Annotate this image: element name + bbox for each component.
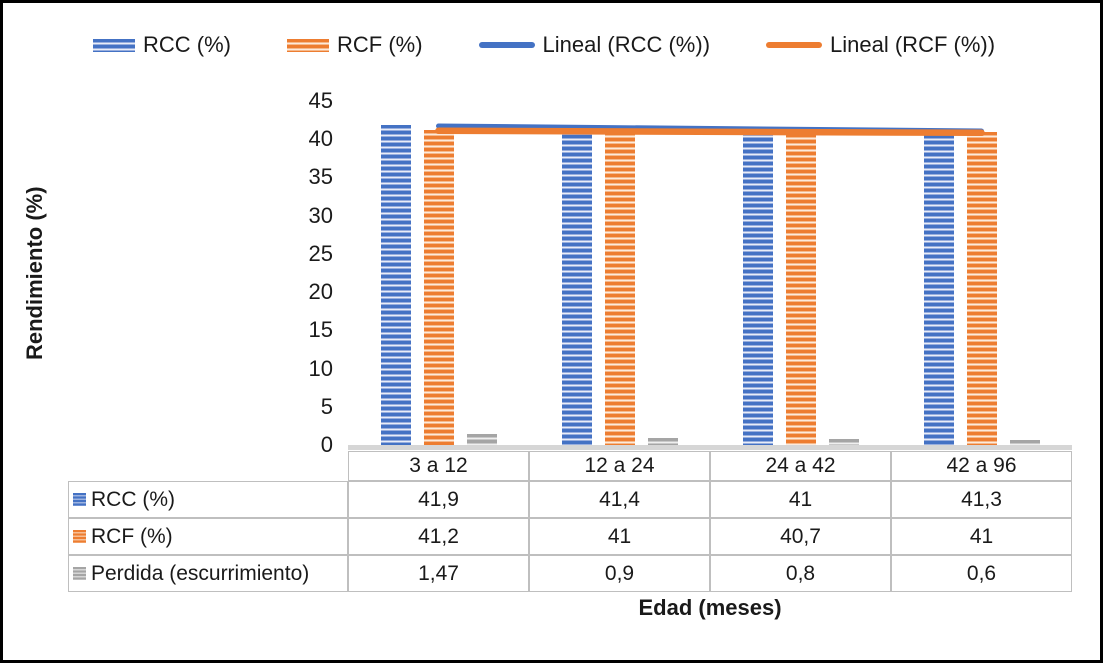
y-tick-35: 35 <box>308 164 333 190</box>
bar-rcc-2 <box>561 128 592 445</box>
category-group-2 <box>529 101 710 445</box>
rcf-value-4: 41 <box>891 518 1072 555</box>
legend-label-rcc: RCC (%) <box>143 32 231 57</box>
rcc-value-1: 41,9 <box>348 481 529 518</box>
y-tick-30: 30 <box>308 202 333 228</box>
bar-perdidaescurrimiento-2 <box>647 438 678 445</box>
legend-item-lineal-rcc: Lineal (RCC (%)) <box>478 32 711 58</box>
rcf-value-3: 40,7 <box>710 518 891 555</box>
row-label-perdida: Perdida (escurrimiento) <box>68 555 348 592</box>
legend-label-rcf: RCF (%) <box>337 32 423 57</box>
y-tick-10: 10 <box>308 355 333 381</box>
bar-rcc-4 <box>923 129 954 445</box>
rcc-bar-swatch-icon <box>93 38 135 52</box>
rcc-value-3: 41 <box>710 481 891 518</box>
bar-perdidaescurrimiento-1 <box>466 433 497 445</box>
plot-area <box>348 101 1072 450</box>
perdida-value-4: 0,6 <box>891 555 1072 592</box>
legend-item-lineal-rcf: Lineal (RCF (%)) <box>766 32 995 58</box>
perdida-table-swatch-icon <box>73 567 86 580</box>
column-header-2: 12 a 24 <box>529 451 710 481</box>
legend-item-rcf: RCF (%) <box>287 32 423 58</box>
legend-label-lineal-rcf: Lineal (RCF (%)) <box>830 32 996 57</box>
column-header-4: 42 a 96 <box>891 451 1072 481</box>
lineal-rcc-line-swatch-icon <box>478 42 535 48</box>
bar-rcf-2 <box>604 131 635 445</box>
x-axis-title: Edad (meses) <box>638 595 782 620</box>
rcc-value-2: 41,4 <box>529 481 710 518</box>
category-group-4 <box>891 101 1072 445</box>
chart-data-table: 3 a 12 12 a 24 24 a 42 42 a 96 RCC (%) 4… <box>68 451 1072 592</box>
rcc-value-4: 41,3 <box>891 481 1072 518</box>
rcf-value-2: 41 <box>529 518 710 555</box>
table-corner-cell <box>68 451 348 481</box>
row-label-rcc-text: RCC (%) <box>91 487 175 511</box>
perdida-value-2: 0,9 <box>529 555 710 592</box>
legend-label-lineal-rcc: Lineal (RCC (%)) <box>542 32 711 57</box>
bar-perdidaescurrimiento-3 <box>828 438 859 445</box>
row-label-perdida-text: Perdida (escurrimiento) <box>91 561 310 585</box>
bar-rcf-1 <box>423 130 454 445</box>
category-group-3 <box>710 101 891 445</box>
category-group-1 <box>348 101 529 445</box>
rcc-table-swatch-icon <box>73 493 86 506</box>
y-tick-15: 15 <box>308 317 333 343</box>
rcf-table-swatch-icon <box>73 530 86 543</box>
row-label-rcf-text: RCF (%) <box>91 524 173 548</box>
bar-rcf-4 <box>966 131 997 445</box>
y-tick-45: 45 <box>308 88 333 113</box>
column-header-1: 3 a 12 <box>348 451 529 481</box>
y-tick-25: 25 <box>308 240 333 266</box>
bar-rcf-3 <box>785 133 816 445</box>
bar-rcc-3 <box>742 131 773 445</box>
trendlines-layer <box>435 123 985 137</box>
perdida-value-1: 1,47 <box>348 555 529 592</box>
rcf-bar-swatch-icon <box>287 38 329 52</box>
perdida-value-3: 0,8 <box>710 555 891 592</box>
bar-perdidaescurrimiento-4 <box>1009 440 1040 445</box>
legend-item-rcc: RCC (%) <box>93 32 231 58</box>
rcf-value-1: 41,2 <box>348 518 529 555</box>
y-axis-tick-labels: 45 40 35 30 25 20 15 10 5 0 <box>3 88 333 457</box>
y-tick-20: 20 <box>308 279 333 305</box>
legend: RCC (%) RCF (%) Lineal (RCC (%)) Lineal … <box>93 29 1053 61</box>
trendline-rcf <box>435 127 985 137</box>
row-label-rcf: RCF (%) <box>68 518 348 555</box>
bar-rcc-1 <box>380 124 411 445</box>
lineal-rcf-line-swatch-icon <box>766 42 823 48</box>
y-tick-0: 0 <box>320 432 333 457</box>
column-header-3: 24 a 42 <box>710 451 891 481</box>
row-label-rcc: RCC (%) <box>68 481 348 518</box>
y-tick-40: 40 <box>308 126 333 152</box>
y-tick-5: 5 <box>320 393 333 419</box>
